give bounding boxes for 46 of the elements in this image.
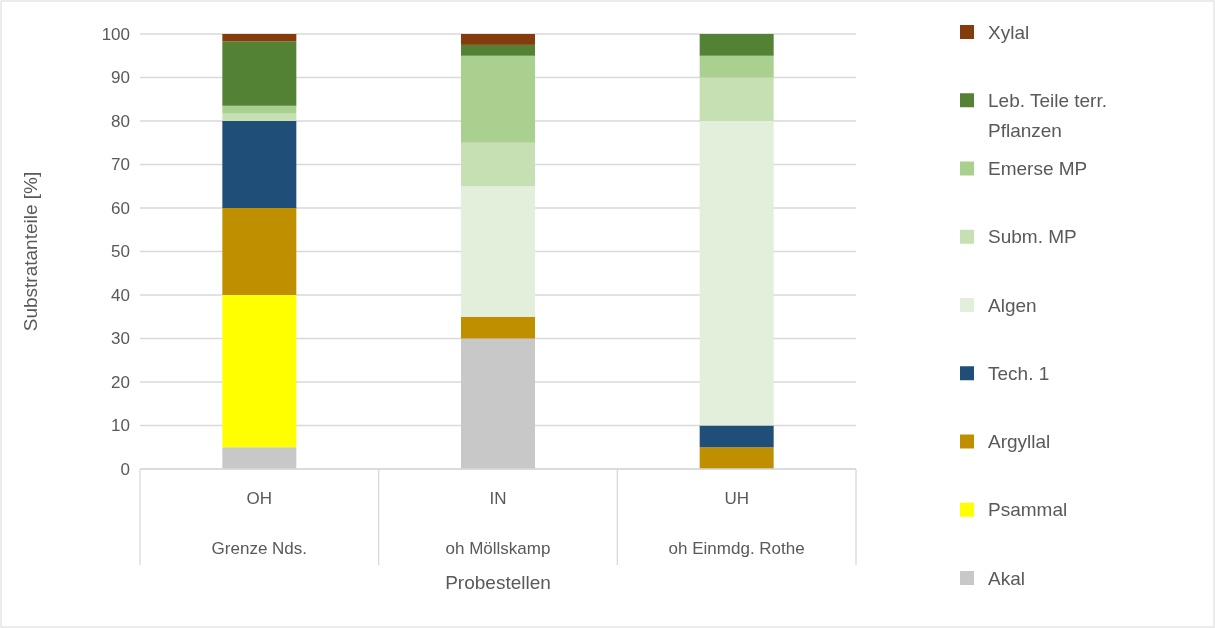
y-tick-label: 50 — [111, 242, 130, 262]
legend-label: Leb. Teile terr. Pflanzen — [988, 89, 1108, 141]
legend-label: Xylal — [988, 21, 1030, 43]
bar — [461, 338, 535, 469]
bar — [699, 447, 774, 469]
bar — [461, 34, 535, 45]
bar — [461, 142, 535, 187]
bar — [222, 34, 297, 42]
bar — [699, 121, 774, 426]
y-tick-label: 70 — [111, 155, 130, 175]
y-tick-label: 30 — [111, 329, 130, 349]
bar — [699, 55, 774, 78]
bar — [461, 316, 535, 339]
bar — [461, 55, 535, 143]
category-label: IN oh Möllskamp — [445, 488, 551, 558]
bar — [461, 186, 535, 317]
bar — [222, 295, 297, 448]
y-tick-label: 100 — [101, 24, 130, 44]
bar — [461, 44, 535, 56]
bar — [222, 113, 297, 121]
y-tick-label: 0 — [120, 459, 130, 479]
y-tick-label: 80 — [111, 111, 130, 131]
legend-label: Algen — [988, 294, 1037, 316]
legend-label: Akal — [988, 567, 1025, 589]
legend-label: Subm. MP — [988, 226, 1077, 248]
bar — [699, 425, 774, 448]
bar — [222, 105, 297, 114]
y-axis-title: Substratanteile [%] — [19, 171, 41, 332]
bar — [222, 41, 297, 106]
bar — [222, 447, 297, 469]
legend-label: Emerse MP — [988, 158, 1088, 180]
category-label: UH oh Einmdg. Rothe — [668, 488, 805, 558]
y-tick-label: 60 — [111, 198, 130, 218]
legend-label: Argyllal — [988, 431, 1051, 453]
y-tick-label: 10 — [111, 416, 130, 436]
y-tick-label: 40 — [111, 285, 130, 305]
bar — [222, 208, 297, 295]
y-tick-label: 20 — [111, 372, 130, 392]
y-tick-label: 90 — [111, 68, 130, 88]
x-axis-title: Probestellen — [445, 571, 551, 593]
bar — [222, 121, 297, 208]
bar — [699, 77, 774, 121]
category-label: OH Grenze Nds. — [211, 488, 308, 558]
bar — [699, 34, 774, 56]
legend-label: Tech. 1 — [988, 362, 1050, 384]
legend-label: Psammal — [988, 499, 1068, 521]
